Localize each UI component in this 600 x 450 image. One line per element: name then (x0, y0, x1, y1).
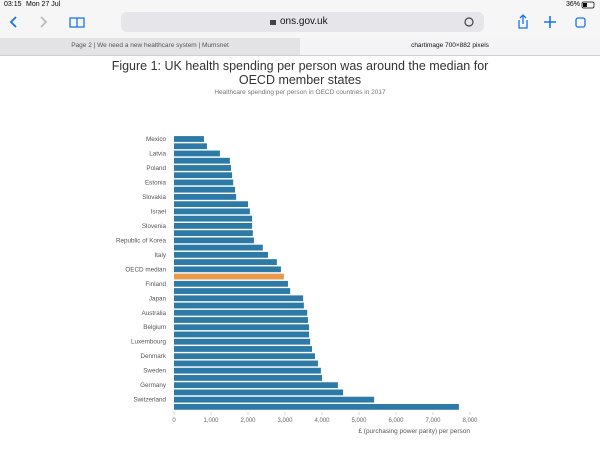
y-tick-label: Poland (146, 165, 166, 172)
bar (174, 375, 322, 381)
url[interactable]: ons.gov.uk (280, 16, 328, 27)
tab[interactable]: Page 2 | We need a new healthcare system… (71, 42, 229, 49)
bar (174, 353, 315, 360)
tab-title[interactable]: chartimage 700×882 pixels (411, 42, 489, 49)
x-tick-label: 3,000 (277, 418, 293, 424)
bar (174, 346, 313, 352)
y-tick-label: Finland (145, 281, 166, 288)
battery-level: 36% (566, 1, 581, 8)
tab-bar: Page 2 | We need a new healthcare system… (0, 38, 600, 56)
address-field[interactable] (121, 12, 484, 32)
bar (174, 136, 204, 142)
bar (174, 360, 318, 367)
battery-icon (581, 1, 595, 9)
y-tick-label: OECD median (125, 266, 166, 273)
bookmarks-button[interactable] (69, 17, 85, 28)
bar (174, 143, 207, 150)
y-tick-label: Italy (154, 252, 166, 259)
bar (174, 201, 248, 208)
bar (174, 215, 253, 222)
y-tick-label: Germany (140, 382, 167, 389)
x-tick-label: 4,000 (314, 418, 330, 424)
back-button[interactable] (9, 16, 17, 28)
bar (174, 237, 254, 244)
y-tick-label: Latvia (149, 150, 166, 157)
x-tick-label: 6,000 (388, 418, 404, 424)
bar (174, 396, 375, 403)
bar (174, 251, 268, 258)
bar (174, 382, 338, 389)
bar (174, 403, 459, 410)
y-tick-label: Switzerland (133, 397, 166, 404)
x-tick-label: 0 (172, 418, 176, 424)
y-tick-label: Slovakia (142, 194, 166, 201)
bar (174, 172, 233, 179)
y-tick-label: Belgium (143, 324, 166, 331)
x-tick-label: 2,000 (240, 418, 256, 424)
share-button[interactable] (518, 14, 528, 29)
y-tick-label: Slovenia (142, 223, 167, 230)
y-tick-label: Japan (149, 295, 167, 302)
y-tick-label: Estonia (145, 179, 167, 186)
bar (174, 165, 231, 171)
y-tick-label: Denmark (140, 353, 166, 360)
x-tick-label: 1,000 (203, 418, 219, 424)
y-tick-label: Republic of Korea (116, 237, 167, 244)
bar (174, 302, 304, 309)
x-tick-label: 7,000 (425, 418, 441, 424)
bar (174, 259, 277, 265)
x-axis-label: £ (purchasing power parity) per person (358, 428, 470, 435)
date: Mon 27 Jul (26, 1, 61, 8)
x-tick-label: 5,000 (351, 418, 367, 424)
y-tick-label: Mexico (146, 136, 166, 143)
new-tab-button[interactable] (544, 16, 556, 28)
bar (174, 288, 291, 294)
reload-button[interactable] (464, 17, 474, 27)
x-tick-label: 8,000 (462, 418, 478, 424)
y-tick-label: Australia (142, 310, 167, 317)
chart-title: Figure 1: UK health spending per person … (111, 59, 489, 87)
bar (174, 157, 230, 164)
bar (174, 186, 236, 193)
bar (174, 179, 234, 186)
clock: 03:15 (4, 1, 22, 8)
tabs-button[interactable] (575, 17, 586, 28)
toolbar-icons (9, 1, 595, 32)
bar (174, 222, 253, 229)
chart: £ (purchasing power parity) per person 0… (116, 136, 478, 435)
y-tick-label: Sweden (143, 368, 166, 375)
browser-toolbar: 03:15 Mon 27 Jul 36% ons.gov.uk (0, 0, 600, 38)
bar (174, 309, 308, 316)
bar (174, 244, 263, 251)
bar (174, 338, 311, 345)
bar (174, 324, 310, 331)
y-tick-label: Luxembourg (131, 339, 167, 346)
bar (174, 266, 281, 273)
bar (174, 150, 220, 157)
y-tick-label: Israel (151, 208, 166, 215)
bar (174, 317, 308, 323)
battery-fill (583, 3, 587, 7)
bar (174, 280, 288, 287)
bar (174, 331, 310, 338)
bar (174, 230, 253, 237)
bar (174, 367, 321, 374)
chart-subtitle: Healthcare spending per person in OECD c… (214, 89, 386, 96)
bar (174, 194, 237, 200)
bar (174, 208, 250, 215)
forward-button[interactable] (40, 16, 48, 28)
lock-icon (270, 20, 276, 25)
bar (174, 273, 284, 280)
bar (174, 295, 304, 302)
active-tab[interactable]: chartimage 700×882 pixels (300, 38, 600, 55)
bar (174, 389, 344, 396)
